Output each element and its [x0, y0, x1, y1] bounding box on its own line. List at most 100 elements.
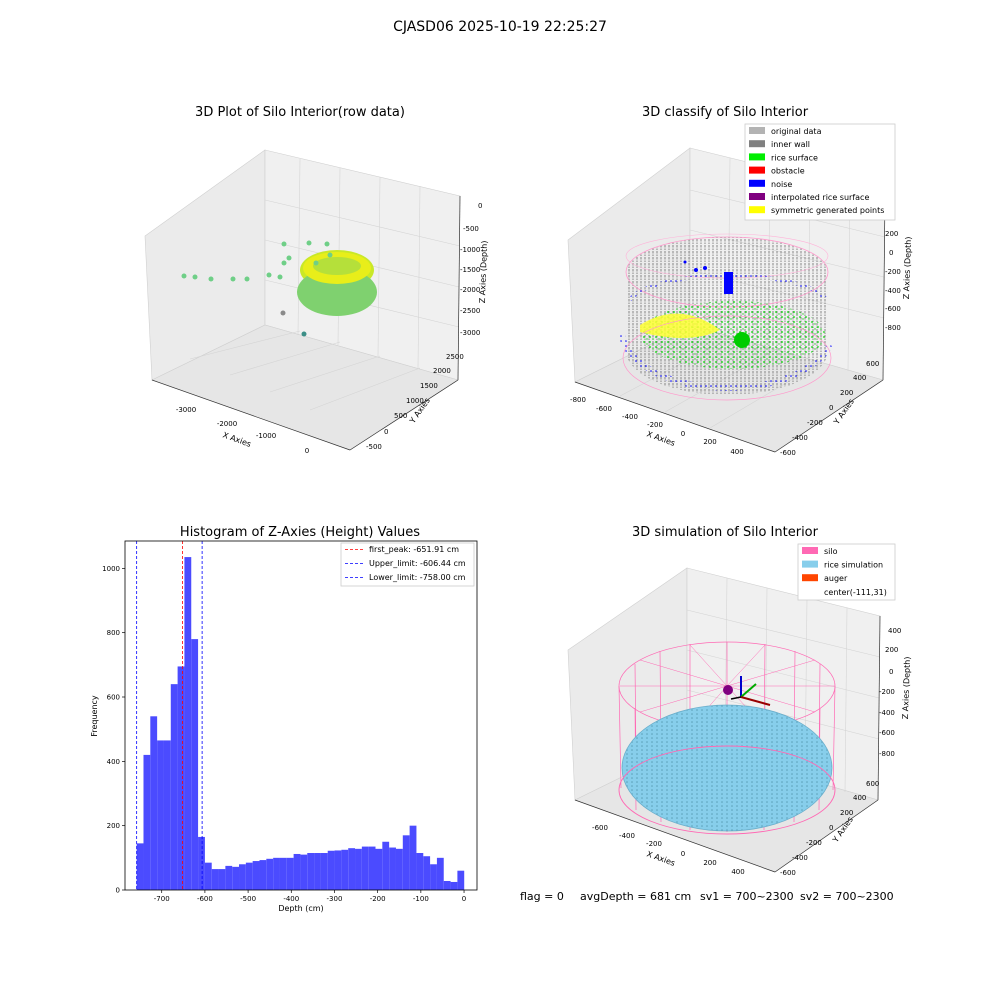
- raw-data-x-label: X Axies: [221, 430, 252, 449]
- simulation-title: 3D simulation of Silo Interior: [632, 525, 819, 540]
- histogram-bar: [314, 853, 321, 890]
- histogram-bar: [170, 684, 178, 890]
- histogram-bar: [450, 881, 458, 890]
- histogram-legend: first_peak: -651.91 cm Upper_limit: -606.…: [340, 542, 475, 587]
- histogram-bar: [361, 846, 369, 890]
- classify-y-ticks: -600 -400 -200 0 200 400 600: [780, 360, 879, 457]
- classify-points: [619, 233, 833, 401]
- z-tick: 0: [889, 249, 893, 257]
- legend-swatch: [802, 574, 818, 582]
- histogram-bar: [211, 869, 219, 890]
- x-tick: -200: [647, 421, 663, 429]
- z-tick: -2500: [460, 307, 480, 315]
- x-tick: 0: [305, 447, 309, 455]
- classify-title: 3D classify of Silo Interior: [642, 105, 809, 120]
- histogram-bar: [259, 860, 267, 890]
- z-tick: -1500: [460, 266, 480, 274]
- classify-panel: 3D classify of Silo Interior: [567, 105, 913, 457]
- histogram-title: Histogram of Z-Axies (Height) Values: [180, 525, 420, 540]
- x-tick: -600: [592, 824, 608, 832]
- histogram-bar: [163, 740, 171, 890]
- histogram-bar: [286, 857, 294, 890]
- y-tick: 200: [840, 389, 853, 397]
- raw-data-points: [181, 240, 377, 337]
- legend-label: noise: [771, 180, 792, 189]
- z-tick: -600: [885, 305, 901, 313]
- x-tick: -400: [619, 832, 635, 840]
- y-tick: 0: [829, 824, 833, 832]
- simulation-z-label: Z Axies (Depth): [901, 656, 912, 719]
- simulation-x-ticks: -600 -400 -200 0 200 400: [592, 824, 745, 876]
- x-tick: 400: [730, 448, 743, 456]
- legend-swatch: [749, 193, 765, 200]
- y-tick-label: 400: [107, 758, 120, 766]
- z-tick: 200: [885, 646, 898, 654]
- y-tick: -200: [807, 419, 823, 427]
- histogram-bar: [409, 825, 417, 890]
- y-tick: -400: [792, 434, 808, 442]
- histogram-bar: [307, 853, 315, 890]
- histogram-bars: [136, 557, 465, 890]
- x-tick: -3000: [176, 406, 196, 414]
- histogram-threshold-lines: [136, 541, 203, 890]
- y-tick: 0: [829, 404, 833, 412]
- classify-x-ticks: -800 -600 -400 -200 0 200 400: [570, 396, 744, 456]
- histogram-bar: [443, 880, 451, 890]
- y-tick-label: 800: [107, 629, 120, 637]
- legend-label: center(-111,31): [824, 588, 887, 597]
- y-tick: 1000: [406, 397, 424, 405]
- avg-depth-text: avgDepth = 681 cm: [580, 890, 691, 903]
- x-tick-label: -300: [327, 895, 343, 903]
- classify-legend: original data inner wall rice surface obsta…: [744, 123, 896, 221]
- y-tick: 600: [866, 780, 879, 788]
- histogram-bar: [430, 864, 437, 890]
- sv1-text: sv1 = 700~2300: [700, 890, 794, 903]
- simulation-z-ticks: 400 200 0 -200 -400 -600 -800: [879, 627, 901, 758]
- z-tick: -2000: [460, 286, 480, 294]
- y-tick: 1500: [420, 382, 438, 390]
- legend-swatch: [749, 153, 765, 161]
- x-tick-label: -700: [154, 895, 170, 903]
- z-tick: 200: [885, 230, 898, 238]
- histogram-bar: [266, 858, 274, 890]
- legend-label: rice surface: [771, 153, 818, 162]
- histogram-bar: [184, 557, 192, 890]
- y-tick: -600: [780, 869, 796, 877]
- legend-label: first_peak: -651.91 cm: [369, 545, 459, 554]
- legend-label: silo: [824, 547, 838, 556]
- histogram-bar: [457, 870, 465, 890]
- flag-text: flag = 0: [520, 890, 564, 903]
- histogram-bar: [355, 848, 362, 890]
- histogram-bar: [382, 841, 390, 890]
- legend-swatch: [802, 547, 818, 554]
- x-tick: 0: [681, 850, 685, 858]
- histogram-x-label: Depth (cm): [278, 904, 323, 913]
- histogram-bar: [143, 754, 151, 890]
- sv2-text: sv2 = 700~2300: [800, 890, 894, 903]
- histogram-bar: [402, 835, 410, 890]
- histogram-bar: [389, 847, 396, 890]
- legend-label: inner wall: [771, 140, 810, 149]
- z-tick: -1000: [460, 246, 480, 254]
- z-tick: -200: [885, 268, 901, 276]
- histogram-bar: [341, 849, 349, 890]
- histogram-bar: [225, 865, 233, 890]
- histogram-bar: [273, 857, 280, 890]
- status-footer: flag = 0 avgDepth = 681 cm sv1 = 700~230…: [520, 890, 894, 903]
- raw-data-x-ticks: -3000 -2000 -1000 0: [176, 406, 309, 455]
- y-tick-label: 200: [107, 822, 120, 830]
- legend-label: obstacle: [771, 167, 805, 176]
- histogram-bar: [395, 848, 403, 890]
- z-tick: -200: [879, 688, 895, 696]
- histogram-bar: [293, 853, 301, 890]
- y-tick: 400: [853, 374, 866, 382]
- y-tick-label: 0: [116, 887, 120, 895]
- legend-swatch: [749, 140, 765, 148]
- legend-label: Lower_limit: -758.00 cm: [369, 573, 466, 582]
- classify-z-label: Z Axies (Depth): [902, 236, 913, 299]
- legend-swatch: [749, 166, 765, 174]
- x-tick-label: -400: [283, 895, 299, 903]
- y-tick-label: 600: [107, 694, 120, 702]
- raw-data-panel: 3D Plot of Silo Interior(row data): [144, 105, 489, 455]
